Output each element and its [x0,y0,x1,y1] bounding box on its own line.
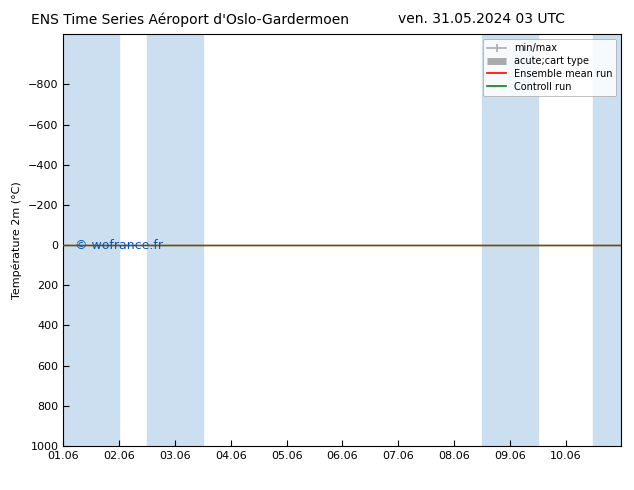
Bar [63,34,119,446]
Y-axis label: Température 2m (°C): Température 2m (°C) [12,181,22,299]
Legend: min/max, acute;cart type, Ensemble mean run, Controll run: min/max, acute;cart type, Ensemble mean … [483,39,616,96]
Text: ven. 31.05.2024 03 UTC: ven. 31.05.2024 03 UTC [398,12,566,26]
Text: ENS Time Series Aéroport d'Oslo-Gardermoen: ENS Time Series Aéroport d'Oslo-Gardermo… [31,12,349,27]
Bar [593,34,621,446]
Bar [147,34,203,446]
Text: © wofrance.fr: © wofrance.fr [75,239,162,251]
Bar [482,34,538,446]
